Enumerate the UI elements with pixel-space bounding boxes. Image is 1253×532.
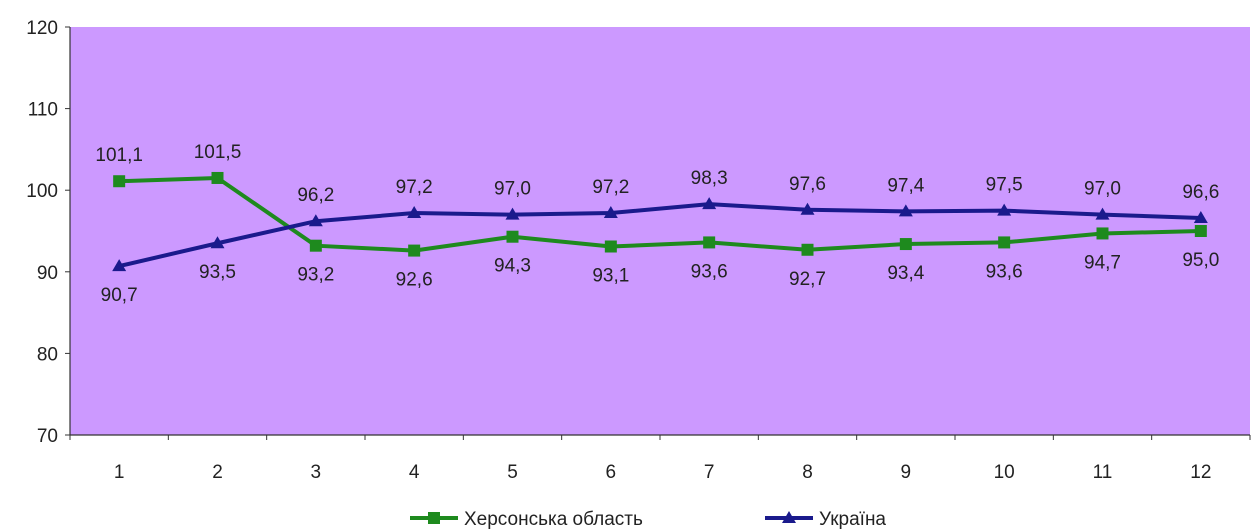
data-point — [408, 244, 421, 257]
data-point — [604, 240, 617, 253]
data-point — [702, 197, 717, 210]
y-tick-label: 70 — [37, 426, 58, 447]
data-label: 90,7 — [101, 285, 138, 306]
data-point — [505, 207, 520, 220]
data-label: 93,2 — [297, 265, 334, 286]
data-point — [899, 238, 912, 251]
data-point — [1095, 207, 1110, 220]
x-tick-label: 9 — [901, 462, 912, 483]
legend-item: Україна — [765, 509, 886, 530]
data-point — [113, 175, 126, 188]
data-label: 97,2 — [396, 177, 433, 198]
y-axis-ticks: 70 80 90 100 110 120 — [26, 18, 70, 447]
x-tick-label: 8 — [802, 462, 813, 483]
x-tick-label: 2 — [212, 462, 223, 483]
data-label: 97,2 — [592, 177, 629, 198]
data-point — [1194, 225, 1207, 237]
data-point — [603, 206, 618, 219]
legend-marker — [782, 511, 796, 523]
x-tick-label: 5 — [507, 462, 518, 483]
y-tick-label: 120 — [26, 18, 58, 39]
data-labels: 101,1 101,5 93,2 92,6 94,3 93,1 93,6 92,7 93,4 93… — [95, 142, 1219, 306]
data-point — [1193, 210, 1208, 223]
series-1 — [113, 171, 1207, 257]
y-tick-label: 80 — [37, 344, 58, 365]
x-tick-label: 4 — [409, 462, 420, 483]
data-label: 96,2 — [297, 185, 334, 206]
data-point — [801, 243, 814, 256]
data-point — [308, 214, 323, 227]
legend: Херсонська область Україна — [410, 509, 886, 530]
plot-area — [70, 27, 1250, 435]
data-label: 93,1 — [592, 266, 629, 287]
data-label: 97,6 — [789, 174, 826, 195]
data-label: 97,0 — [1084, 179, 1121, 200]
x-tick-label: 12 — [1190, 462, 1211, 483]
data-label: 95,0 — [1182, 250, 1219, 271]
data-label: 94,3 — [494, 256, 531, 277]
data-point — [112, 259, 127, 272]
data-label: 97,4 — [887, 175, 924, 196]
data-point — [407, 206, 422, 219]
series-layer — [112, 171, 1208, 272]
data-point — [506, 230, 519, 243]
x-tick-label: 7 — [704, 462, 715, 483]
data-label: 92,7 — [789, 269, 826, 290]
legend-label: Україна — [819, 509, 886, 530]
x-tick-label: 1 — [114, 462, 125, 483]
series-line — [118, 202, 1201, 269]
y-tick-label: 90 — [37, 263, 58, 284]
data-point — [211, 171, 224, 184]
data-point — [898, 204, 913, 217]
data-point — [210, 236, 225, 249]
data-label: 97,5 — [986, 175, 1023, 196]
x-tick-label: 11 — [1093, 462, 1113, 483]
data-label: 96,6 — [1182, 182, 1219, 203]
x-axis-ticks: 1 2 3 4 5 6 7 8 9 10 11 12 — [69, 435, 1251, 483]
x-tick-label: 10 — [994, 462, 1015, 483]
data-label: 92,6 — [396, 270, 433, 291]
data-label: 93,6 — [986, 261, 1023, 282]
legend-item: Херсонська область — [410, 509, 643, 530]
y-tick-label: 110 — [28, 100, 58, 121]
y-tick-label: 100 — [26, 181, 58, 202]
data-point — [309, 239, 322, 252]
data-label: 98,3 — [691, 168, 728, 189]
x-tick-label: 3 — [311, 462, 322, 483]
series-line — [119, 175, 1201, 253]
data-point — [800, 202, 815, 215]
data-label: 94,7 — [1084, 252, 1121, 273]
data-label: 97,0 — [494, 179, 531, 200]
data-point — [998, 236, 1011, 249]
data-label: 93,4 — [887, 263, 924, 284]
data-label: 101,5 — [194, 142, 242, 163]
series-2 — [112, 197, 1208, 272]
legend-marker — [428, 512, 440, 524]
data-label: 93,6 — [691, 261, 728, 282]
data-label: 101,1 — [95, 145, 143, 166]
data-point — [703, 236, 716, 249]
legend-label: Херсонська область — [464, 509, 643, 530]
x-tick-label: 6 — [606, 462, 617, 483]
data-point — [997, 203, 1012, 216]
data-point — [1096, 227, 1109, 240]
data-label: 93,5 — [199, 262, 236, 283]
